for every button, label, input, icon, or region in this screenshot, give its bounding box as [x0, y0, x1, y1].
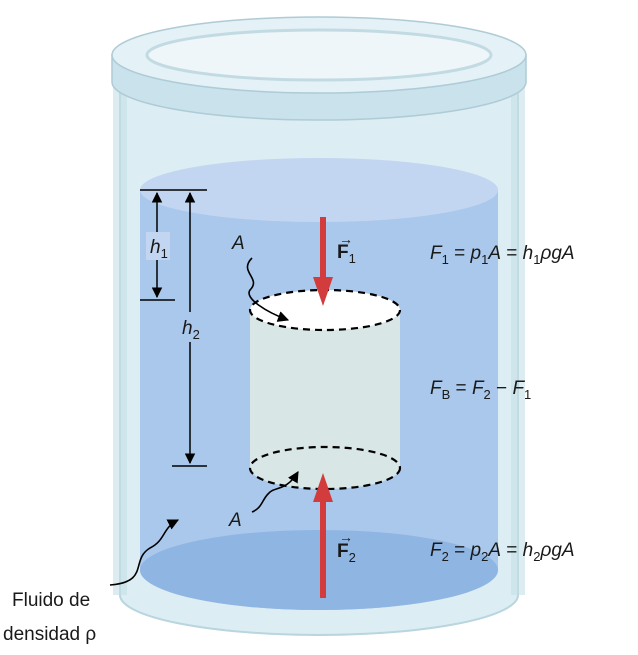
- f2-arrow-head: [313, 473, 333, 502]
- submerged-cylinder: [248, 288, 402, 491]
- f2-arrow-shaft: [320, 500, 326, 598]
- depth-markers: [140, 189, 207, 467]
- vector-arrow-icon: →: [339, 529, 353, 545]
- fluid-caption-line1: Fluido de: [12, 590, 90, 611]
- f1-arrow-head: [313, 277, 333, 306]
- equation-top: F1 = p1A = h1ρgA: [430, 243, 575, 267]
- bottom-area-label: A: [228, 510, 242, 531]
- svg-text:F2: F2: [337, 541, 356, 565]
- bottom-area-outline: [248, 445, 402, 491]
- leader-lines: [109, 257, 299, 586]
- fluid-leader: [109, 519, 180, 586]
- container-lid: [111, 16, 527, 121]
- h2-label: h2: [182, 318, 200, 342]
- f1-arrow-shaft: [320, 217, 326, 277]
- f2-label: → F2: [337, 529, 356, 565]
- equation-bottom: F2 = p2A = h2ρgA: [430, 540, 575, 564]
- fluid-caption-line2: densidad ρ: [3, 624, 96, 645]
- f1-label: → F1: [337, 231, 356, 266]
- force-arrows: [313, 217, 333, 598]
- h1-label: h1: [150, 237, 168, 261]
- svg-text:F1: F1: [337, 242, 356, 266]
- vector-arrow-icon: →: [339, 231, 353, 247]
- top-area-leader: [246, 257, 290, 322]
- equation-buoyant: FB = F2 − F1: [430, 378, 531, 402]
- bottom-area-leader: [251, 471, 299, 513]
- fluid-surface: [140, 158, 498, 222]
- fluid-bottom: [140, 530, 498, 610]
- top-area-label: A: [231, 233, 245, 254]
